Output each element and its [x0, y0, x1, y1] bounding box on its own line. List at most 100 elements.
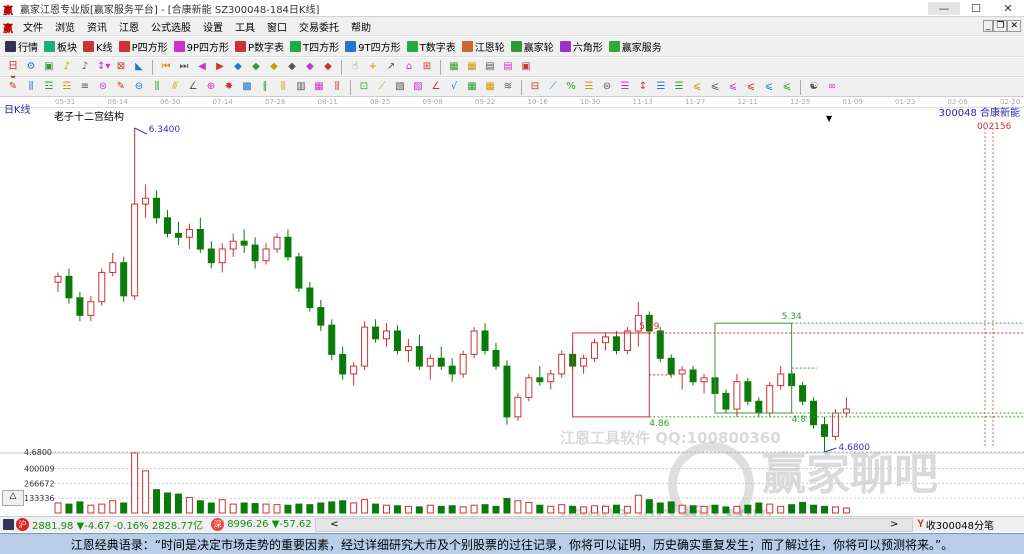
tool-icon[interactable]: ♪ — [81, 61, 89, 72]
scroll-left-button[interactable]: < — [330, 518, 339, 530]
menu-item[interactable]: 文件 — [23, 22, 43, 34]
toolbar-button-tn[interactable]: T数字表 — [406, 39, 456, 54]
tool-icon[interactable]: ◆ — [324, 61, 332, 72]
maximize-button[interactable]: ☐ — [971, 1, 981, 15]
dropdown-marker-icon[interactable]: ▼ — [826, 114, 833, 123]
tool-icon[interactable]: ⊡ — [359, 81, 369, 92]
menu-item[interactable]: 设置 — [203, 22, 223, 34]
tool-icon[interactable]: ◆ — [306, 61, 314, 72]
tool-icon[interactable]: ◆ — [252, 61, 260, 72]
tool-icon[interactable]: ☲ — [62, 81, 72, 92]
tool-icon[interactable]: ⊜ — [602, 81, 612, 92]
tool-icon[interactable]: ⊕ — [206, 81, 216, 92]
tool-icon[interactable]: ⩽ — [746, 81, 756, 92]
tool-icon[interactable]: ☰ — [656, 81, 666, 92]
mdi-close-button[interactable]: ✕ — [1007, 20, 1021, 32]
menu-item[interactable]: 浏览 — [55, 22, 75, 34]
tool-icon[interactable]: ▤ — [503, 61, 513, 72]
menu-item[interactable]: 资讯 — [87, 22, 107, 34]
kline-chart[interactable]: 日K线 老子十二宫结构 300048 合康新能 002156 ▼ 江恩工具软件 … — [0, 105, 1024, 528]
tool-icon[interactable]: ⏮ — [161, 61, 171, 72]
toolbar-button-grid[interactable]: 行情 — [0, 39, 38, 54]
tool-icon[interactable]: 日▾ — [8, 61, 18, 84]
tool-icon[interactable]: ≡ — [80, 81, 90, 92]
mdi-minimize-button[interactable]: _ — [982, 20, 994, 32]
close-button[interactable]: ✕ — [1003, 1, 1013, 15]
tool-icon[interactable]: + — [368, 61, 378, 72]
menu-item[interactable]: 公式选股 — [151, 22, 191, 34]
toolbar-button-winner-wheel[interactable]: 赢家轮 — [510, 39, 554, 54]
tool-icon[interactable]: ✸ — [224, 81, 234, 92]
tool-icon[interactable]: ⫼ — [154, 81, 160, 92]
tool-icon[interactable]: ⚙ — [26, 61, 36, 72]
tool-icon[interactable]: ∥ — [262, 81, 268, 92]
tool-icon[interactable]: ▣ — [44, 61, 54, 72]
tool-icon[interactable]: ⊜ — [98, 81, 108, 92]
menu-item[interactable]: 交易委托 — [299, 22, 339, 34]
grid-icon[interactable] — [3, 519, 14, 530]
tool-icon[interactable]: ▦ — [467, 61, 477, 72]
tool-icon[interactable]: ✎ — [8, 81, 18, 92]
minimize-button[interactable]: — — [928, 1, 960, 15]
scroll-right-button[interactable]: > — [889, 518, 899, 530]
tool-icon[interactable]: ▧ — [395, 81, 405, 92]
tool-icon[interactable]: ⩽ — [764, 81, 774, 92]
tool-icon[interactable]: ◆ — [234, 61, 242, 72]
tool-icon[interactable]: ⫼ — [28, 81, 34, 92]
tool-icon[interactable]: ↕ — [638, 81, 648, 92]
tool-icon[interactable]: ▦ — [314, 81, 324, 92]
tool-icon[interactable]: ≋ — [503, 81, 513, 92]
toolbar-button-blocks[interactable]: 板块 — [44, 39, 77, 54]
tool-icon[interactable]: ∞ — [827, 81, 837, 92]
tool-icon[interactable]: √ — [450, 81, 458, 92]
tool-icon[interactable]: ▶ — [216, 61, 224, 72]
tool-icon[interactable]: ◆ — [288, 61, 296, 72]
tool-icon[interactable]: ▦ — [449, 61, 459, 72]
tool-icon[interactable]: ⩽ — [782, 81, 792, 92]
mdi-restore-button[interactable]: ❐ — [993, 20, 1008, 32]
toolbar-button-dollar[interactable]: 赢家服务 — [608, 39, 662, 54]
tool-icon[interactable]: ☲ — [44, 81, 54, 92]
menu-item[interactable]: 工具 — [235, 22, 255, 34]
toolbar-button-ps[interactable]: P四方形 — [118, 39, 168, 54]
tool-icon[interactable]: ⩽ — [728, 81, 738, 92]
tool-icon[interactable]: ⊞ — [422, 61, 432, 72]
horizontal-scrollbar[interactable]: < > — [315, 517, 914, 532]
tool-icon[interactable]: ↗ — [386, 61, 396, 72]
tool-icon[interactable]: ⊠ — [116, 61, 126, 72]
tool-icon[interactable]: ⩽ — [710, 81, 720, 92]
tool-icon[interactable]: ⫼ — [334, 81, 340, 92]
toolbar-button-wheel[interactable]: 江恩轮 — [461, 39, 505, 54]
tool-icon[interactable]: ∠ — [188, 81, 198, 92]
tool-icon[interactable]: ▦ — [467, 81, 477, 92]
tool-icon[interactable]: ▣ — [521, 61, 531, 72]
toolbar-button-candles[interactable]: K线 — [83, 39, 113, 54]
tool-icon[interactable]: ▩ — [242, 81, 252, 92]
tool-icon[interactable]: ▥ — [296, 81, 306, 92]
tool-icon[interactable]: ⊟ — [530, 81, 540, 92]
tool-icon[interactable]: ▦ — [485, 81, 495, 92]
collapse-button[interactable]: △ — [2, 490, 24, 506]
tool-icon[interactable]: ▤ — [485, 61, 495, 72]
tool-icon[interactable]: ☯ — [809, 81, 819, 92]
tool-icon[interactable]: ⊖ — [134, 81, 144, 92]
tool-icon[interactable]: ↕▾ — [97, 61, 111, 72]
tool-icon[interactable]: ◣ — [135, 61, 143, 72]
tool-icon[interactable]: ♪ — [63, 61, 71, 72]
tool-icon[interactable]: ☰ — [620, 81, 630, 92]
tool-icon[interactable]: ⫼ — [280, 81, 286, 92]
tick-data-label[interactable]: 收300048分笔 — [925, 521, 994, 532]
tool-icon[interactable]: ⌂ — [405, 61, 413, 72]
toolbar-button-pn[interactable]: P数字表 — [235, 39, 284, 54]
tool-icon[interactable]: ⫻ — [172, 81, 178, 92]
tool-icon[interactable]: ⟋ — [549, 81, 557, 92]
toolbar-button-t9[interactable]: 9T四方形 — [345, 39, 401, 54]
tool-icon[interactable]: ◆ — [270, 61, 278, 72]
tool-icon[interactable]: ☝ — [351, 61, 359, 72]
menu-item[interactable]: 帮助 — [351, 22, 371, 34]
tool-icon[interactable]: ∠ — [431, 81, 441, 92]
tool-icon[interactable]: ◀ — [198, 61, 206, 72]
tool-icon[interactable]: ☰ — [674, 81, 684, 92]
toolbar-button-p9[interactable]: 9P四方形 — [173, 39, 229, 54]
tool-icon[interactable]: ⟋ — [378, 81, 386, 92]
